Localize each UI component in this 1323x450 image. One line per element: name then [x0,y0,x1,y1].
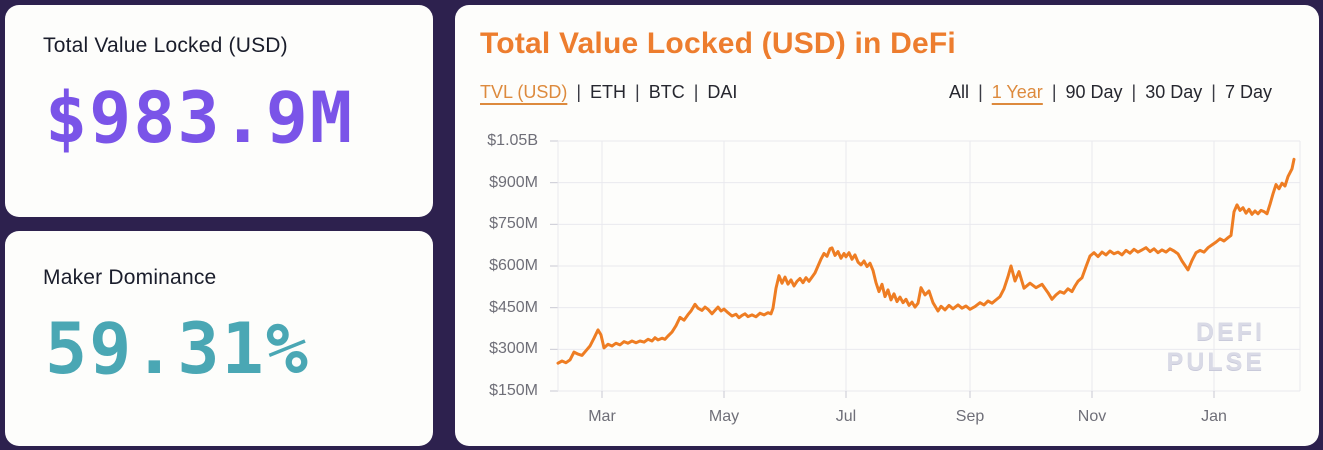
range-tabs: All | 1 Year | 90 Day | 30 Day | 7 Day [949,82,1272,103]
tab-separator: | [693,82,699,102]
range-separator: | [1051,82,1057,102]
range-30-day[interactable]: 30 Day [1145,82,1203,102]
y-tick-label: $150M [489,382,538,399]
tvl-series-line [556,157,1296,365]
watermark-line-2: PULSE [1166,348,1265,376]
x-tick-label: Sep [955,408,985,425]
range-1-year[interactable]: 1 Year [991,82,1043,102]
y-axis-labels: $1.05B $900M $750M $600M $450M $300M $150M [465,132,548,399]
series-tabs: TVL (USD) | ETH | BTC | DAI [480,82,737,103]
y-tick-label: $450M [489,298,538,316]
maker-dominance-card: Maker Dominance 59.31% [5,231,433,446]
tab-separator: | [576,82,582,102]
plot-area: DEFI PULSE [550,140,1301,398]
x-tick-label: Nov [1077,408,1107,425]
tab-btc[interactable]: BTC [648,82,685,102]
range-90-day[interactable]: 90 Day [1065,82,1123,102]
tvl-card-value: $983.9M [45,77,355,159]
tvl-stat-card: Total Value Locked (USD) $983.9M [5,5,433,217]
defipulse-watermark: DEFI PULSE [1167,317,1265,377]
y-tick-label: $900M [489,173,538,191]
maker-card-value: 59.31% [45,308,310,390]
chart-card: Total Value Locked (USD) in DeFi TVL (US… [455,5,1319,446]
range-separator: | [1131,82,1137,102]
tab-separator: | [635,82,640,102]
tab-eth[interactable]: ETH [590,82,627,102]
chart-title: Total Value Locked (USD) in DeFi [480,27,956,60]
range-all[interactable]: All [949,82,970,102]
y-tick-label: $600M [489,257,538,274]
range-7-day[interactable]: 7 Day [1224,82,1272,102]
x-tick-label: May [708,408,740,425]
x-tick-label: Jul [835,408,857,425]
maker-card-label: Maker Dominance [43,266,217,289]
y-tick-label: $1.05B [487,132,538,149]
tvl-card-label: Total Value Locked (USD) [43,34,288,57]
y-tick-label: $750M [489,215,538,233]
x-tick-label: Mar [588,408,616,425]
tvl-line-chart [550,140,1301,398]
watermark-line-1: DEFI [1196,318,1265,346]
x-axis-labels: Mar May Jul Sep Nov Jan [558,407,1300,429]
tab-tvl-usd[interactable]: TVL (USD) [480,82,568,102]
x-tick-label: Jan [1201,408,1227,425]
range-separator: | [978,82,983,102]
y-tick-label: $300M [489,340,538,358]
tab-dai[interactable]: DAI [707,82,738,102]
range-separator: | [1211,82,1216,102]
